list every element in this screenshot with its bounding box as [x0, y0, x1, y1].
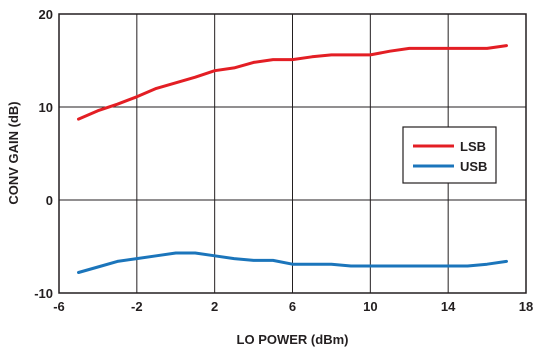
- tick-labels: -6 -2 2 6 10 14 18 -10 0 10 20: [34, 7, 533, 314]
- plot-frame: [58, 13, 527, 294]
- x-axis-title: LO POWER (dBm): [237, 332, 349, 347]
- series-lines: [77, 44, 508, 274]
- y-axis-title: CONV GAIN (dB): [6, 101, 21, 204]
- legend: LSB USB: [402, 126, 497, 184]
- x-tick-label: 14: [441, 299, 456, 314]
- series-line-usb: [77, 251, 508, 274]
- x-tick-label: -2: [131, 299, 143, 314]
- legend-box: [402, 126, 497, 184]
- x-tick-label: 6: [289, 299, 296, 314]
- x-tick-label: 2: [211, 299, 218, 314]
- x-tick-label: 10: [363, 299, 377, 314]
- y-tick-label: 20: [39, 7, 53, 22]
- series-line-lsb: [77, 44, 508, 121]
- y-tick-label: 0: [46, 193, 53, 208]
- y-tick-label: 10: [39, 100, 53, 115]
- legend-label-usb: USB: [460, 159, 487, 174]
- x-tick-label: 18: [519, 299, 533, 314]
- x-tick-label: -6: [53, 299, 65, 314]
- legend-label-lsb: LSB: [460, 139, 486, 154]
- y-tick-label: -10: [34, 286, 53, 301]
